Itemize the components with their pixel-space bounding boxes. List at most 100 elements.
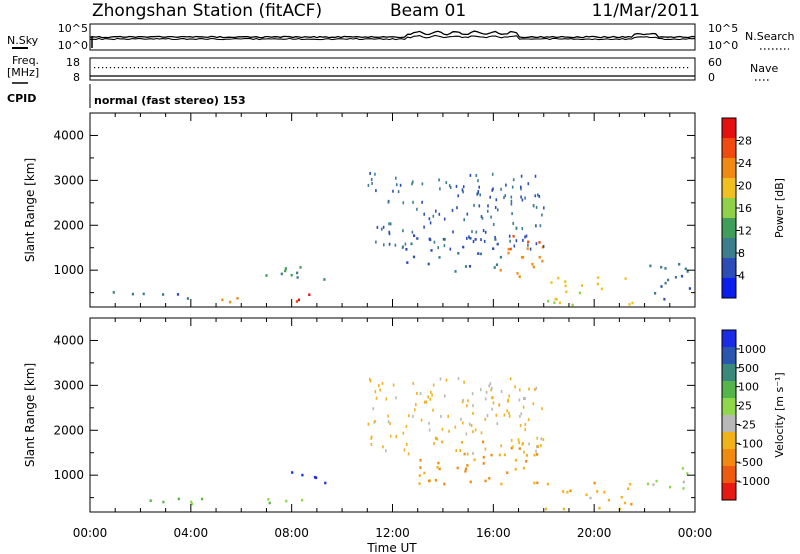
data-cell bbox=[468, 265, 472, 268]
nave-dot bbox=[619, 67, 621, 69]
nave-dot bbox=[500, 67, 502, 69]
nave-dot bbox=[328, 67, 330, 69]
data-cell bbox=[527, 240, 530, 244]
colorbar-swatch bbox=[722, 138, 736, 159]
nave-dot bbox=[408, 67, 410, 69]
data-cell bbox=[388, 230, 390, 234]
data-cell bbox=[515, 226, 518, 230]
data-cell bbox=[388, 242, 391, 246]
data-cell bbox=[412, 255, 416, 259]
data-cell bbox=[537, 445, 539, 448]
data-cell bbox=[654, 292, 657, 295]
nave-dot bbox=[655, 67, 657, 69]
nave-dot bbox=[607, 67, 609, 69]
colorbar-swatch bbox=[722, 432, 736, 450]
x-tick-label: 00:00 bbox=[73, 526, 108, 540]
data-cell bbox=[513, 244, 516, 248]
data-cell bbox=[412, 180, 414, 184]
data-cell bbox=[425, 400, 428, 404]
data-cell bbox=[267, 498, 270, 501]
nave-dot bbox=[261, 67, 263, 69]
data-cell bbox=[596, 282, 599, 286]
data-cell bbox=[514, 468, 517, 471]
colorbar-swatch bbox=[722, 238, 736, 259]
data-cell bbox=[471, 230, 473, 234]
nave-dot bbox=[559, 67, 561, 69]
colorbar-tick-label: 12 bbox=[738, 225, 752, 238]
data-cell bbox=[395, 176, 397, 180]
data-cell bbox=[507, 247, 510, 251]
colorbar-frame bbox=[721, 329, 737, 501]
data-cell bbox=[468, 235, 470, 239]
nave-dot bbox=[464, 67, 466, 69]
data-cell bbox=[629, 483, 632, 486]
nave-dot bbox=[547, 67, 549, 69]
nave-dot bbox=[420, 67, 422, 69]
data-cell bbox=[284, 267, 287, 270]
data-cell bbox=[686, 270, 689, 273]
freq-label: Freq. bbox=[12, 54, 39, 67]
colorbar-tick-label: -500 bbox=[738, 456, 763, 469]
data-cell bbox=[522, 255, 525, 259]
nave-dot bbox=[169, 67, 171, 69]
data-cell bbox=[438, 212, 441, 216]
data-cell bbox=[540, 444, 542, 448]
colorbar-tick-label: 28 bbox=[738, 135, 752, 148]
data-cell bbox=[142, 292, 145, 296]
nave-dot bbox=[599, 67, 601, 69]
nsearch-tick-bottom: 10^0 bbox=[708, 39, 738, 52]
data-cell bbox=[433, 442, 435, 445]
nave-dot bbox=[356, 67, 358, 69]
data-cell bbox=[389, 422, 391, 426]
data-cell bbox=[479, 193, 481, 197]
data-cell bbox=[488, 384, 490, 388]
data-cell bbox=[597, 276, 600, 279]
data-cell bbox=[562, 507, 565, 511]
data-cell bbox=[435, 209, 437, 213]
data-cell bbox=[585, 493, 588, 497]
data-cell bbox=[436, 466, 439, 469]
nave-dot bbox=[109, 67, 112, 69]
data-cell bbox=[419, 392, 422, 396]
nave-dot bbox=[436, 67, 438, 69]
data-cell bbox=[524, 427, 527, 431]
data-cell bbox=[469, 480, 472, 484]
data-cell bbox=[554, 297, 557, 301]
data-cell bbox=[514, 385, 516, 389]
data-cell bbox=[505, 183, 507, 187]
data-cell bbox=[387, 414, 389, 418]
data-cell bbox=[291, 471, 294, 474]
nave-dot bbox=[412, 67, 414, 69]
nave-dot bbox=[312, 67, 315, 69]
data-cell bbox=[431, 393, 433, 397]
data-cell bbox=[669, 485, 672, 489]
data-cell bbox=[371, 181, 373, 185]
data-cell bbox=[529, 247, 532, 251]
data-cell bbox=[420, 418, 423, 422]
data-cell bbox=[664, 281, 667, 285]
data-cell bbox=[524, 235, 526, 239]
data-cell bbox=[531, 262, 534, 266]
data-cell bbox=[489, 195, 491, 199]
data-cell bbox=[433, 240, 436, 244]
nave-dot bbox=[380, 67, 382, 69]
nave-dot bbox=[225, 67, 227, 69]
data-cell bbox=[382, 445, 384, 449]
data-cell bbox=[507, 251, 510, 255]
colorbar-swatch bbox=[722, 218, 736, 239]
data-cell bbox=[383, 243, 385, 247]
data-cell bbox=[507, 398, 509, 402]
y-tick-label: 4000 bbox=[53, 128, 84, 142]
data-cell bbox=[387, 200, 390, 204]
data-cell bbox=[686, 472, 689, 475]
data-cell bbox=[520, 187, 522, 191]
nave-dot bbox=[161, 67, 163, 69]
data-cell bbox=[503, 413, 506, 417]
nave-dot bbox=[221, 67, 223, 69]
nave-dot bbox=[125, 67, 127, 69]
nsky-tick-bottom: 10^0 bbox=[58, 39, 88, 52]
data-cell bbox=[380, 227, 383, 231]
x-tick-label: 16:00 bbox=[476, 526, 511, 540]
data-cell bbox=[482, 440, 485, 444]
nave-dot bbox=[515, 67, 518, 69]
